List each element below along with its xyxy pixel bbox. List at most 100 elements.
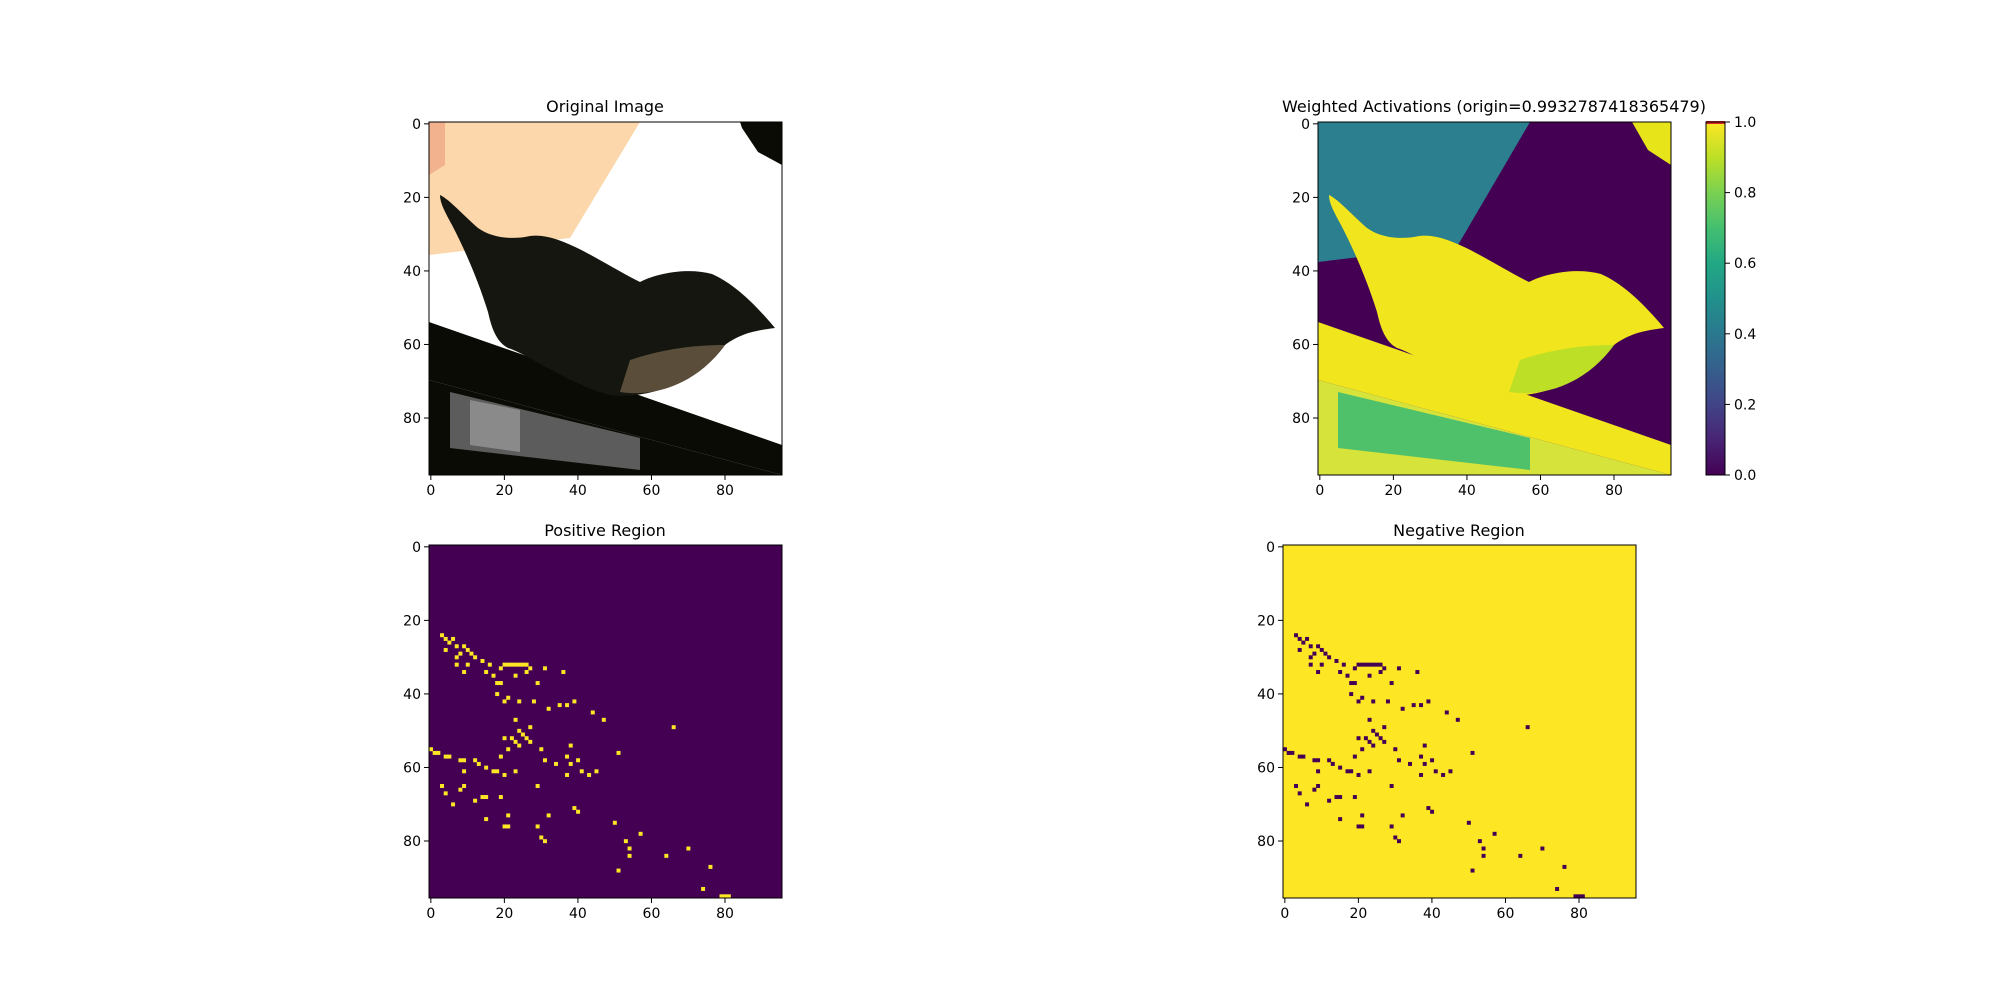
activation-bird-belly [1509,345,1614,394]
heatmap-cell [1426,699,1431,704]
heatmap-cell [443,636,448,641]
heatmap-cell [1352,754,1357,759]
heatmap-cell [1338,795,1343,800]
heatmap-cell [1540,846,1545,851]
heatmap-cell [429,747,433,752]
colorbar-tick-label: 0.6 [1734,256,1756,272]
heatmap-cell [495,681,500,686]
image-bird-belly [620,345,725,394]
heatmap-cell [432,750,437,755]
heatmap-cell [1360,824,1365,829]
heatmap-cell [473,758,478,763]
x-tick-label: 20 [1384,483,1402,499]
heatmap-cell [1419,772,1424,777]
heatmap-cell [546,706,551,711]
heatmap-cell [1415,670,1420,674]
y-tick-label: 20 [1257,613,1275,629]
heatmap-cell [524,736,529,741]
heatmap-cell [1396,666,1401,671]
heatmap-cell [568,761,573,766]
heatmap-cell [627,853,632,858]
heatmap-cell [1422,761,1427,766]
heatmap-cell [1470,868,1475,873]
heatmap-cell [539,747,544,752]
image-peach-wall [429,122,640,255]
heatmap-cell [1327,758,1332,763]
heatmap-cell [1433,769,1438,774]
heatmap-cell [502,772,507,777]
heatmap-cell [458,787,463,792]
heatmap-cell [1316,644,1321,649]
y-tick-label: 60 [403,760,421,776]
image-window-glass-light [470,400,520,452]
y-tick-label: 0 [412,117,421,133]
x-axis: 0 20 40 60 80 [426,475,734,499]
heatmap-cell [484,795,489,800]
heatmap-cell [1301,754,1306,759]
activation-teal-region [1318,122,1530,262]
y-tick-label: 0 [1266,540,1275,556]
heatmap-positive [429,545,782,899]
heatmap-cell [469,651,474,656]
y-tick-label: 40 [403,264,421,280]
image-original [429,122,782,475]
x-tick-label: 60 [1532,483,1550,499]
heatmap-cell [1577,894,1582,899]
heatmap-cell [671,725,676,730]
heatmap-cell [1312,651,1317,656]
x-tick-label: 60 [643,906,661,922]
heatmap-cell [447,640,452,645]
heatmap-cell [616,868,621,873]
heatmap-cell [498,795,503,800]
heatmap-cell [454,644,459,649]
heatmap-cell [495,692,500,697]
heatmap-cell [1360,695,1365,700]
heatmap-cell [1338,765,1343,770]
heatmap-cell [542,666,547,671]
heatmap-cell [1356,662,1361,667]
heatmap-cell [498,681,503,686]
heatmap-cell [719,894,724,899]
heatmap-cell [1319,647,1324,652]
heatmap-cell [1378,670,1383,674]
y-tick-label: 60 [1292,337,1310,353]
heatmap-cell [451,802,456,807]
heatmap-cell [440,633,445,638]
y-tick-label: 60 [1257,760,1275,776]
heatmap-cell [451,636,456,641]
colorbar: 0.0 0.2 0.4 0.6 0.8 1.0 [1705,115,1756,484]
heatmap-cell [1356,824,1361,829]
activation-top-right-yellow [1632,122,1671,165]
y-tick-label: 0 [1301,117,1310,133]
heatmap-cell [623,839,628,844]
x-tick-label: 0 [1315,483,1324,499]
heatmap-cell [1374,662,1379,667]
heatmap-cell [1367,717,1372,722]
x-tick-label: 40 [1458,483,1476,499]
heatmap-cell [1327,798,1332,803]
heatmap-cell [1555,886,1560,891]
heatmap-cell [1419,703,1424,708]
heatmap-cell [723,894,728,899]
heatmap-cell [686,846,691,851]
heatmap-cell [513,769,518,774]
heatmap-cell [627,846,632,851]
axes-frame [1317,121,1672,476]
heatmap-cell [1360,662,1365,667]
heatmap-cell [535,681,540,686]
heatmap-cell [1349,692,1354,697]
heatmap-cell [473,798,478,803]
heatmap-cell [1378,736,1383,741]
x-tick-label: 60 [643,483,661,499]
heatmap-cell [462,644,467,649]
colorbar-tick-label: 0.0 [1734,468,1756,484]
chart-title: Weighted Activations (origin=0.993278741… [1282,97,1706,116]
heatmap-cell [1360,813,1365,818]
heatmap-cell [1422,743,1427,748]
heatmap-cell [1356,736,1361,741]
x-tick-label: 60 [1497,906,1515,922]
heatmap-cell [726,894,731,899]
y-tick-label: 20 [1292,190,1310,206]
heatmap-cell [443,647,448,652]
